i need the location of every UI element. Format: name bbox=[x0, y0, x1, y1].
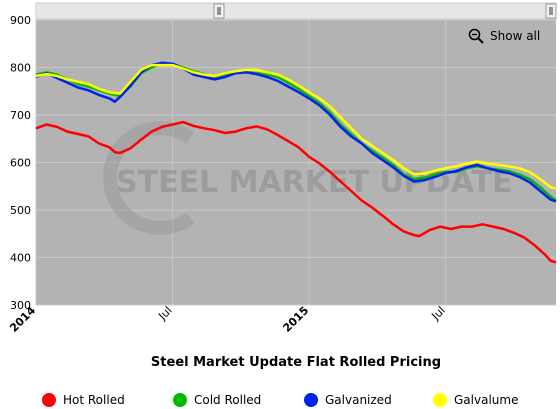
legend-item-hot-rolled[interactable]: Hot Rolled bbox=[42, 393, 125, 407]
y-tick-label: 400 bbox=[10, 252, 31, 265]
legend-item-galvalume[interactable]: Galvalume bbox=[433, 393, 518, 407]
legend-label: Galvalume bbox=[454, 393, 518, 407]
x-tick-label: Jul bbox=[429, 304, 448, 323]
navigator[interactable] bbox=[35, 2, 557, 20]
series-line-galvalume[interactable] bbox=[35, 63, 557, 190]
legend-label: Galvanized bbox=[325, 393, 392, 407]
y-tick-label: 500 bbox=[10, 204, 31, 217]
x-tick-label: Jul bbox=[155, 304, 174, 323]
series-line-hot-rolled[interactable] bbox=[35, 120, 557, 264]
legend-label: Hot Rolled bbox=[63, 393, 125, 407]
y-tick-label: 900 bbox=[10, 14, 31, 27]
y-tick-label: 300 bbox=[10, 299, 31, 312]
gridlines bbox=[35, 19, 556, 306]
series-line-galvanized[interactable] bbox=[35, 61, 557, 203]
legend-marker bbox=[42, 393, 56, 407]
watermark-text: STEEL MARKET UPDATE bbox=[116, 165, 513, 200]
x-axis: 2014 Jul 2015 Jul bbox=[7, 304, 448, 335]
y-tick-label: 600 bbox=[10, 157, 31, 170]
show-all-label: Show all bbox=[490, 29, 541, 43]
y-tick-label: 800 bbox=[10, 62, 31, 75]
y-tick-label: 700 bbox=[10, 109, 31, 122]
legend-item-galvanized[interactable]: Galvanized bbox=[304, 393, 392, 407]
series-layer bbox=[35, 61, 557, 264]
show-all-button[interactable]: Show all bbox=[468, 25, 546, 47]
chart-title: Steel Market Update Flat Rolled Pricing bbox=[151, 355, 441, 370]
zoom-out-icon bbox=[468, 28, 484, 44]
legend-marker bbox=[433, 393, 447, 407]
y-axis: 300 400 500 600 700 800 900 bbox=[10, 14, 31, 312]
navigator-right-handle[interactable] bbox=[545, 3, 557, 19]
legend-label: Cold Rolled bbox=[194, 393, 261, 407]
x-tick-label: 2015 bbox=[280, 304, 311, 335]
legend-marker bbox=[304, 393, 318, 407]
legend: Hot Rolled Cold Rolled Galvanized Galvalume bbox=[42, 393, 518, 407]
navigator-left-handle[interactable] bbox=[213, 3, 225, 19]
legend-marker bbox=[173, 393, 187, 407]
legend-item-cold-rolled[interactable]: Cold Rolled bbox=[173, 393, 261, 407]
